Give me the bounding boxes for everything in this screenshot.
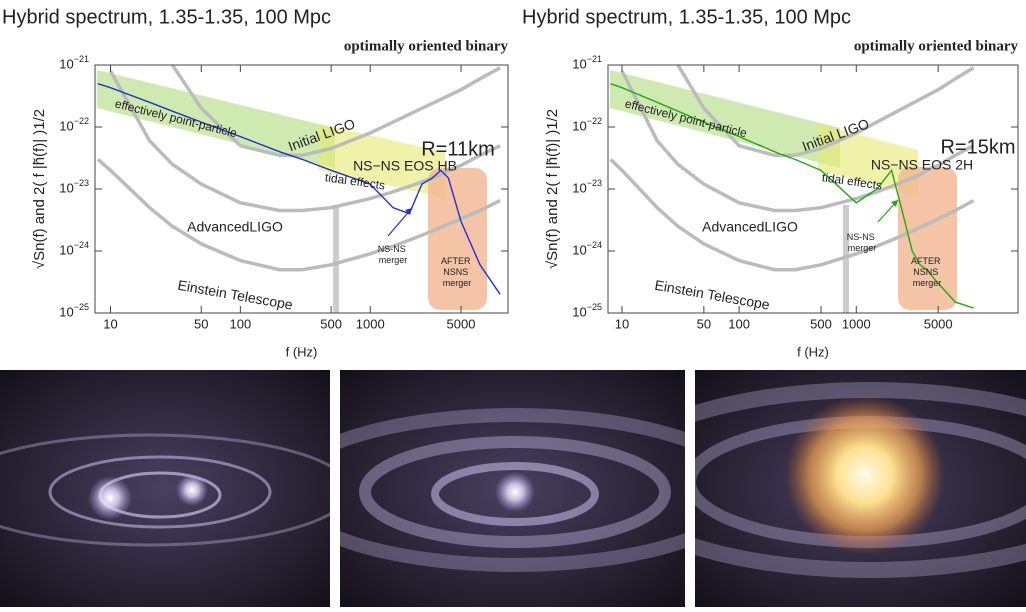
chart-title: Hybrid spectrum, 1.35-1.35, 100 Mpc bbox=[522, 6, 851, 28]
series-line bbox=[609, 158, 975, 272]
chart-title: Hybrid spectrum, 1.35-1.35, 100 Mpc bbox=[2, 6, 331, 28]
series-line bbox=[170, 65, 501, 158]
x-tick-label: 10 bbox=[103, 316, 117, 331]
y-tick-label: 10−25 bbox=[572, 302, 602, 319]
series-label: R=15km bbox=[940, 136, 1015, 158]
photo-remnant bbox=[695, 370, 1026, 607]
series-line bbox=[97, 83, 501, 295]
y-tick-label: 10−24 bbox=[572, 240, 602, 257]
y-tick-label: 10−21 bbox=[59, 54, 89, 71]
y-tick-label: 10−25 bbox=[59, 302, 89, 319]
x-tick-label: 10 bbox=[615, 316, 629, 331]
x-tick-label: 50 bbox=[194, 316, 208, 331]
photo-inspiral bbox=[0, 370, 330, 607]
y-tick-label: 10−22 bbox=[572, 116, 602, 133]
x-tick-label: 500 bbox=[320, 316, 342, 331]
series-label: Einstein Telescope bbox=[653, 277, 771, 313]
y-tick-label: 10−23 bbox=[59, 178, 89, 195]
photo-merger bbox=[340, 370, 685, 607]
series-label: AdvancedLIGO bbox=[187, 219, 283, 235]
series-line bbox=[610, 83, 974, 309]
x-tick-label: 50 bbox=[697, 316, 711, 331]
x-tick-label: 100 bbox=[728, 316, 750, 331]
x-axis-label: f (Hz) bbox=[797, 344, 829, 359]
x-tick-label: 1000 bbox=[842, 316, 871, 331]
x-tick-label: 5000 bbox=[924, 316, 953, 331]
y-axis-label: √Sn(f) and 2( f |h̃(f)| )1/2 bbox=[31, 109, 48, 269]
charts: Hybrid spectrum, 1.35-1.35, 100 Mpcoptim… bbox=[2, 6, 1019, 359]
arrow-head bbox=[891, 200, 898, 207]
x-tick-label: 500 bbox=[810, 316, 832, 331]
chart-subtitle: optimally oriented binary bbox=[344, 38, 509, 54]
series-line bbox=[96, 158, 501, 272]
y-tick-label: 10−23 bbox=[572, 178, 602, 195]
series-label: Einstein Telescope bbox=[176, 277, 294, 313]
annotation: NS-NS merger bbox=[847, 232, 878, 253]
arrow-head bbox=[405, 208, 412, 215]
point-particle-band bbox=[610, 70, 840, 168]
post-merger-box bbox=[428, 168, 487, 310]
vertical-band bbox=[843, 205, 849, 313]
x-axis-label: f (Hz) bbox=[286, 344, 318, 359]
post-merger-box bbox=[898, 167, 957, 310]
annotation: NS−NS EOS 2H bbox=[871, 157, 973, 173]
y-tick-label: 10−21 bbox=[572, 54, 602, 71]
vertical-band bbox=[333, 205, 339, 313]
series-line bbox=[676, 65, 975, 158]
series-label: AdvancedLIGO bbox=[702, 219, 798, 235]
annotation: NS−NS EOS HB bbox=[353, 158, 457, 174]
x-tick-label: 5000 bbox=[447, 316, 476, 331]
x-tick-label: 100 bbox=[230, 316, 252, 331]
y-tick-label: 10−22 bbox=[59, 116, 89, 133]
series-label: R=11km bbox=[421, 138, 495, 160]
chart-subtitle: optimally oriented binary bbox=[854, 38, 1019, 54]
bands bbox=[97, 70, 957, 313]
annotation: AFTER NSNS merger bbox=[441, 256, 473, 288]
y-axis-label: √Sn(f) and 2( f |h̃(f)| )1/2 bbox=[544, 109, 561, 269]
x-tick-label: 1000 bbox=[356, 316, 385, 331]
annotation: NS-NS merger bbox=[378, 244, 409, 265]
point-particle-band bbox=[97, 70, 335, 168]
annotation: AFTER NSNS merger bbox=[911, 256, 943, 288]
y-tick-label: 10−24 bbox=[59, 240, 89, 257]
